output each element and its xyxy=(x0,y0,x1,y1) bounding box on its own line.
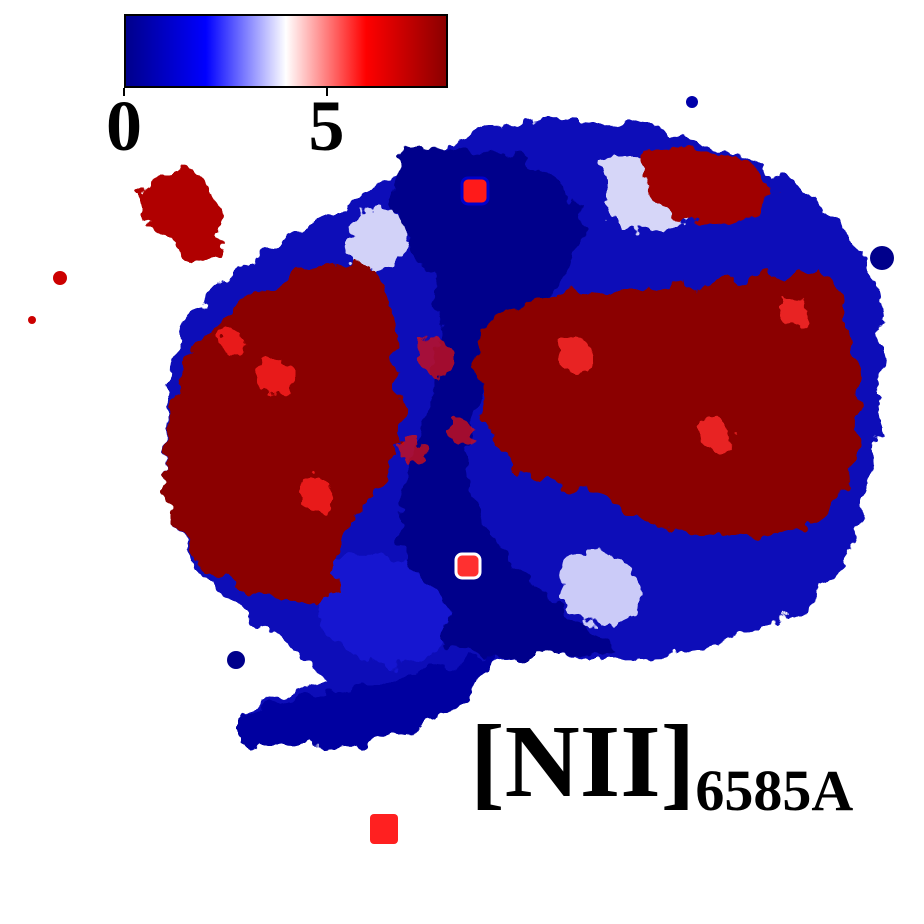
blue-dot-top xyxy=(686,96,698,108)
red-northeast-region xyxy=(640,148,771,226)
red-speckles-east xyxy=(558,298,809,454)
colorbar xyxy=(123,14,448,96)
white-zone-1 xyxy=(345,208,408,271)
colorbar-tick-label-5: 5 xyxy=(308,86,345,166)
red-speckles-west xyxy=(219,327,333,514)
line-label-main: [NII] xyxy=(470,704,696,819)
blue-dot-right xyxy=(870,246,894,270)
colorbar-gradient xyxy=(124,14,448,88)
emission-line-label: [NII]6585A xyxy=(470,710,853,824)
red-northwest-blob xyxy=(140,169,223,261)
red-dot-far-left-2 xyxy=(28,316,36,324)
red-square-bottom xyxy=(370,814,398,844)
line-label-subscript: 6585A xyxy=(695,758,854,823)
blue-lower-left xyxy=(320,552,448,666)
colorbar-tick-5 xyxy=(325,88,328,96)
white-zone-3 xyxy=(560,552,640,624)
colorbar-tick-0 xyxy=(123,88,125,96)
dark-blue-lane xyxy=(390,146,620,658)
red-dot-far-left xyxy=(53,271,67,285)
blue-tail xyxy=(240,650,500,747)
red-square-top xyxy=(460,176,490,206)
red-square-center xyxy=(454,552,482,580)
blue-dot-left xyxy=(227,651,245,669)
red-east-region xyxy=(477,270,859,537)
mixed-center-speckles xyxy=(399,337,475,463)
colorbar-tick-label-0: 0 xyxy=(106,86,142,166)
